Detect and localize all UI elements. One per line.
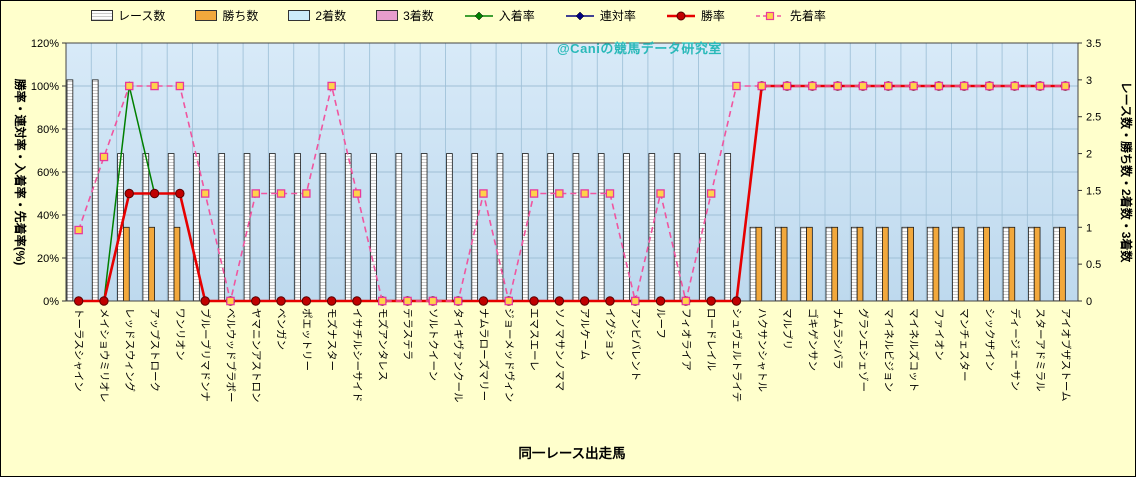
svg-text:レッドスウィング: レッドスウィング bbox=[123, 308, 136, 392]
svg-text:ナムラローズマリー: ナムラローズマリー bbox=[477, 308, 490, 401]
svg-text:1.5: 1.5 bbox=[1086, 185, 1101, 197]
legend-label: 入着率 bbox=[498, 9, 535, 23]
svg-text:ワンリオン: ワンリオン bbox=[174, 308, 186, 361]
svg-text:スターアドミラル: スターアドミラル bbox=[1034, 308, 1046, 392]
legend-item-3: 3着数 bbox=[376, 7, 434, 24]
svg-text:3.5: 3.5 bbox=[1086, 38, 1101, 50]
legend-line-swatch-icon bbox=[755, 11, 784, 20]
svg-text:ソルトクイーン: ソルトクイーン bbox=[427, 308, 439, 381]
svg-text:同一レース出走馬: 同一レース出走馬 bbox=[518, 445, 625, 461]
svg-text:アップストローク: アップストローク bbox=[149, 308, 161, 392]
right-axis-ticks: 0 0.5 1 1.5 2 2.5 3 3.5 bbox=[1078, 38, 1101, 308]
chart-legend: レース数 勝ち数 2着数 3着数 入着率 連対率 勝率 先着率 bbox=[91, 7, 826, 24]
legend-label: 勝率 bbox=[700, 9, 725, 23]
legend-bar-swatch-icon bbox=[288, 10, 311, 21]
legend-bar-swatch-icon bbox=[195, 10, 218, 21]
svg-text:マンチェスター: マンチェスター bbox=[958, 308, 970, 382]
svg-text:イサチルシーサイド: イサチルシーサイド bbox=[351, 308, 363, 402]
svg-text:ゴキゲンサン: ゴキゲンサン bbox=[806, 308, 819, 371]
svg-text:テラステラ: テラステラ bbox=[402, 308, 414, 360]
svg-text:マイネルビジョン: マイネルビジョン bbox=[882, 308, 894, 392]
legend-line-swatch-icon bbox=[565, 11, 594, 20]
svg-text:ロードレイル: ロードレイル bbox=[705, 308, 717, 371]
svg-text:モズアンタレス: モズアンタレス bbox=[376, 308, 389, 381]
svg-text:アンビバレント: アンビバレント bbox=[629, 308, 641, 381]
left-axis-ticks: 0% 20% 40% 60% 80% 100% 120% bbox=[31, 38, 66, 308]
svg-text:0%: 0% bbox=[43, 296, 59, 308]
svg-text:エマスエーレ: エマスエーレ bbox=[528, 308, 540, 371]
svg-text:マルブリ: マルブリ bbox=[781, 308, 794, 350]
svg-text:イグション: イグション bbox=[604, 308, 617, 360]
svg-text:レース数・勝ち数・2着数・3着数: レース数・勝ち数・2着数・3着数 bbox=[1119, 82, 1134, 264]
legend-label: 3着数 bbox=[403, 9, 434, 23]
svg-text:マイネルズコット: マイネルズコット bbox=[908, 308, 921, 392]
svg-text:100%: 100% bbox=[31, 81, 59, 93]
legend-item-2: 2着数 bbox=[288, 7, 346, 24]
axis-titles: 勝率・連対率・入着率・先着率(%) レース数・勝ち数・2着数・3着数同一レース出走… bbox=[13, 79, 1134, 461]
svg-text:メイショウミリオレ: メイショウミリオレ bbox=[98, 308, 110, 403]
svg-text:勝率・連対率・入着率・先着率(%): 勝率・連対率・入着率・先着率(%) bbox=[13, 79, 28, 266]
svg-text:0: 0 bbox=[1086, 296, 1092, 308]
legend-line-swatch-icon bbox=[666, 11, 695, 20]
legend-label: 先着率 bbox=[789, 9, 826, 23]
svg-text:ナムラシバラ: ナムラシバラ bbox=[832, 308, 844, 370]
category-labels: トーラスシャイン メイショウミリオレ レッドスウィング アップストローク ワンリオン ブル… bbox=[73, 308, 1073, 403]
svg-text:アイオブザストーム: アイオブザストーム bbox=[1059, 308, 1072, 402]
watermark: @Caniの競馬データ研究室 bbox=[557, 41, 722, 56]
svg-text:ブルーブリマドンナ: ブルーブリマドンナ bbox=[199, 308, 212, 402]
legend-item-4: 入着率 bbox=[464, 7, 535, 24]
svg-text:40%: 40% bbox=[37, 210, 59, 222]
legend-item-7: 先着率 bbox=[755, 7, 826, 24]
svg-text:ヤマニンアストロン: ヤマニンアストロン bbox=[250, 308, 262, 403]
first-arrival-rate-line bbox=[74, 81, 1070, 306]
legend-label: 2着数 bbox=[315, 9, 347, 23]
svg-text:80%: 80% bbox=[37, 124, 59, 136]
svg-text:ソノマサンノママ: ソノマサンノママ bbox=[553, 308, 565, 391]
svg-text:ファイオン: ファイオン bbox=[933, 308, 945, 361]
legend-item-0: レース数 bbox=[91, 7, 165, 24]
svg-text:アルケーム: アルケーム bbox=[579, 308, 591, 360]
legend-item-1: 勝ち数 bbox=[195, 7, 258, 24]
legend-item-6: 勝率 bbox=[666, 7, 725, 24]
legend-item-5: 連対率 bbox=[565, 7, 636, 24]
svg-text:ジョーメッドヴィン: ジョーメッドヴィン bbox=[503, 308, 516, 402]
svg-text:グランエシェゾー: グランエシェゾー bbox=[857, 308, 870, 392]
legend-line-swatch-icon bbox=[464, 11, 493, 20]
svg-text:ポエットリー: ポエットリー bbox=[300, 308, 312, 371]
svg-text:1: 1 bbox=[1086, 222, 1092, 234]
legend-bar-swatch-icon bbox=[91, 10, 113, 21]
svg-text:モズナスター: モズナスター bbox=[326, 308, 339, 371]
svg-text:シックザイン: シックザイン bbox=[983, 308, 995, 371]
svg-text:ディージェーサン: ディージェーサン bbox=[1009, 308, 1022, 391]
svg-text:120%: 120% bbox=[31, 38, 59, 50]
svg-text:3: 3 bbox=[1086, 75, 1092, 87]
svg-text:0.5: 0.5 bbox=[1086, 259, 1101, 271]
svg-text:20%: 20% bbox=[37, 253, 59, 265]
svg-text:タイキヴァンクール: タイキヴァンクール bbox=[452, 308, 465, 403]
svg-text:ベンガン: ベンガン bbox=[275, 308, 287, 350]
legend-bar-swatch-icon bbox=[376, 10, 399, 21]
svg-text:2: 2 bbox=[1086, 149, 1092, 161]
svg-text:ルーフ: ルーフ bbox=[655, 308, 667, 339]
svg-text:トーラスシャイン: トーラスシャイン bbox=[73, 308, 85, 392]
legend-label: 勝ち数 bbox=[222, 9, 259, 23]
svg-text:フィオライア: フィオライア bbox=[680, 308, 692, 371]
svg-text:60%: 60% bbox=[37, 167, 59, 179]
legend-label: 連対率 bbox=[599, 9, 636, 23]
svg-text:ベルウッドブラボー: ベルウッドブラボー bbox=[224, 308, 237, 403]
legend-label: レース数 bbox=[118, 9, 166, 23]
svg-text:ハクサンシャトル: ハクサンシャトル bbox=[756, 308, 768, 392]
svg-text:2.5: 2.5 bbox=[1086, 112, 1101, 124]
svg-text:シュヴェルトライテ: シュヴェルトライテ bbox=[730, 308, 743, 402]
